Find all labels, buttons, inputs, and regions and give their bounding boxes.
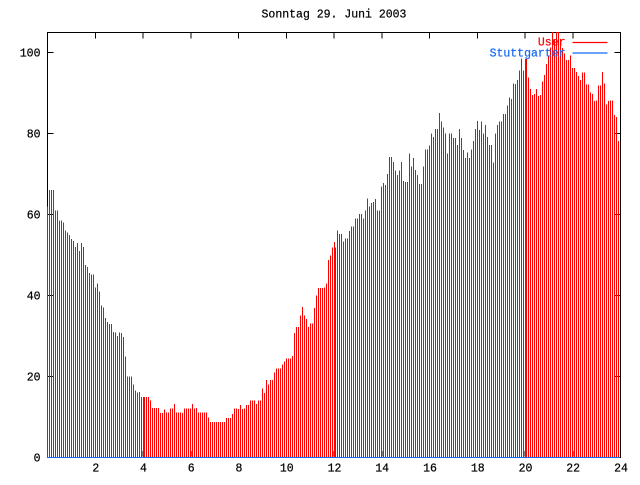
svg-text:Stuttgarter: Stuttgarter bbox=[490, 48, 566, 61]
svg-text:16: 16 bbox=[423, 463, 437, 476]
svg-text:User: User bbox=[538, 37, 566, 50]
svg-text:24: 24 bbox=[614, 463, 628, 476]
svg-text:0: 0 bbox=[34, 453, 41, 466]
svg-text:18: 18 bbox=[471, 463, 485, 476]
svg-text:Sonntag 29. Juni 2003: Sonntag 29. Juni 2003 bbox=[262, 9, 407, 22]
svg-text:22: 22 bbox=[566, 463, 580, 476]
svg-text:6: 6 bbox=[188, 463, 195, 476]
svg-text:40: 40 bbox=[27, 291, 41, 304]
svg-text:20: 20 bbox=[27, 372, 41, 385]
svg-text:80: 80 bbox=[27, 129, 41, 142]
svg-text:2: 2 bbox=[92, 463, 99, 476]
svg-text:100: 100 bbox=[20, 48, 41, 61]
svg-text:8: 8 bbox=[236, 463, 243, 476]
svg-text:60: 60 bbox=[27, 210, 41, 223]
svg-text:12: 12 bbox=[328, 463, 342, 476]
svg-text:14: 14 bbox=[375, 463, 389, 476]
svg-text:20: 20 bbox=[519, 463, 533, 476]
svg-text:10: 10 bbox=[280, 463, 294, 476]
svg-text:4: 4 bbox=[140, 463, 147, 476]
